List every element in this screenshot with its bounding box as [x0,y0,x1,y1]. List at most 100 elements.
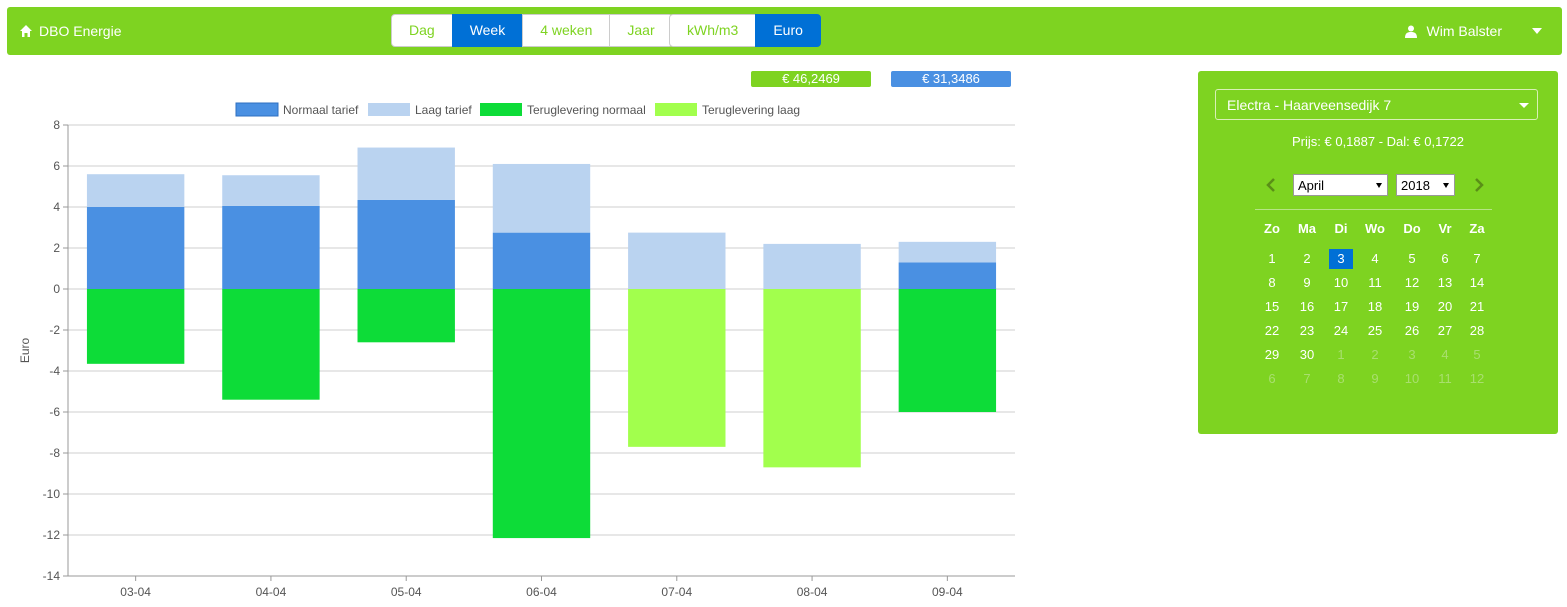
calendar-day[interactable]: 2 [1303,251,1311,266]
calendar-day[interactable]: 27 [1437,323,1453,338]
period-button-jaar[interactable]: Jaar [609,14,673,47]
brand-link[interactable]: DBO Energie [19,7,121,55]
calendar-day[interactable]: 9 [1371,371,1379,386]
bar-laag-tarief [763,243,861,289]
year-select[interactable]: 2018 [1396,174,1455,196]
calendar-day[interactable]: 7 [1473,251,1481,266]
unit-button-euro[interactable]: Euro [755,14,821,47]
calendar-day[interactable]: 23 [1299,323,1315,338]
bar-normaal-tarief [492,232,591,289]
y-tick-label: -8 [49,446,60,460]
calendar-day[interactable]: 6 [1268,371,1276,386]
calendar-day[interactable]: 28 [1469,323,1485,338]
y-tick-label: 2 [53,241,60,255]
unit-button-kwh[interactable]: kWh/m3 [669,14,757,47]
calendar-day[interactable]: 6 [1441,251,1449,266]
calendar-day[interactable]: 4 [1441,347,1449,362]
bar-teruglevering-laag [763,289,861,468]
calendar-day[interactable]: 14 [1469,275,1485,290]
bar-laag-tarief [357,147,455,200]
period-button-dag[interactable]: Dag [391,14,453,47]
calendar-day[interactable]: 9 [1303,275,1311,290]
calendar-day[interactable]: 29 [1264,347,1280,362]
calendar-day[interactable]: 20 [1437,299,1453,314]
calendar-day[interactable]: 25 [1367,323,1383,338]
bar-teruglevering-laag [628,289,726,447]
calendar-day[interactable]: 8 [1337,371,1345,386]
calendar-day[interactable]: 12 [1404,275,1420,290]
connection-select-value: Electra - Haarveensedijk 7 [1227,97,1392,113]
y-tick-label: -14 [43,569,61,583]
bar-laag-tarief [898,241,997,263]
legend-swatch [235,102,279,117]
calendar-day[interactable]: 22 [1264,323,1280,338]
chevron-left-icon[interactable] [1264,177,1278,193]
total-blue-badge: € 31,3486 [891,71,1011,87]
user-menu[interactable]: Wim Balster [1404,7,1542,55]
total-green-badge: € 46,2469 [751,71,871,87]
weekday-header: Wo [1365,221,1385,236]
bar-normaal-tarief [898,262,997,289]
calendar-divider [1255,209,1492,210]
calendar-day[interactable]: 10 [1404,371,1420,386]
y-tick-label: 4 [53,200,60,214]
calendar-day[interactable]: 8 [1268,275,1276,290]
calendar-day[interactable]: 30 [1299,347,1315,362]
calendar-day[interactable]: 16 [1299,299,1315,314]
calendar-day[interactable]: 19 [1404,299,1420,314]
period-button-4-weken[interactable]: 4 weken [522,14,611,47]
period-button-week[interactable]: Week [451,14,524,47]
caret-down-icon [1376,183,1382,188]
legend-swatch [655,103,697,116]
x-tick-label: 09-04 [932,585,963,599]
weekday-header: Zo [1264,221,1280,236]
euro-bar-chart: 8 6 4 2 0 -2 -4 -6 -8 -10 -12 -14 Euro 03-04 04-04 05-0… [18,102,1015,599]
calendar-day[interactable]: 3 [1329,249,1353,269]
chevron-down-icon [1532,28,1542,34]
month-select[interactable]: April [1293,174,1388,196]
calendar-day[interactable]: 3 [1408,347,1416,362]
calendar-day[interactable]: 5 [1408,251,1416,266]
calendar-day[interactable]: 1 [1268,251,1276,266]
x-tick-label: 04-04 [256,585,287,599]
calendar-day[interactable]: 26 [1404,323,1420,338]
calendar-day[interactable]: 12 [1469,371,1485,386]
y-tick-label: -2 [49,323,60,337]
weekday-header: Vr [1438,221,1452,236]
calendar-day[interactable]: 18 [1367,299,1383,314]
user-icon [1404,25,1417,38]
weekday-header: Di [1334,221,1348,236]
calendar-day[interactable]: 5 [1473,347,1481,362]
y-tick-label: -10 [43,487,61,501]
x-tick-label: 07-04 [661,585,692,599]
calendar-day[interactable]: 11 [1438,371,1452,386]
brand-label: DBO Energie [39,23,122,39]
year-select-value: 2018 [1401,178,1430,193]
calendar-day[interactable]: 11 [1368,275,1382,290]
calendar-day[interactable]: 7 [1303,371,1311,386]
calendar-day[interactable]: 17 [1333,299,1349,314]
calendar-day[interactable]: 4 [1371,251,1379,266]
y-tick-label: -4 [49,364,60,378]
y-tick-label: -12 [43,528,61,542]
chevron-right-icon[interactable] [1472,177,1486,193]
legend-label: Normaal tarief [283,103,359,117]
calendar-day[interactable]: 21 [1469,299,1485,314]
x-tick-label: 05-04 [391,585,422,599]
y-tick-label: 0 [53,282,60,296]
bar-teruglevering-normaal [898,289,997,412]
y-tick-label: 8 [53,118,60,132]
top-navbar: DBO Energie Dag Week 4 weken Jaar kWh/m3… [7,7,1562,55]
y-tick-label: -6 [49,405,60,419]
calendar-day[interactable]: 10 [1333,275,1349,290]
calendar-day[interactable]: 13 [1437,275,1453,290]
calendar-day[interactable]: 15 [1264,299,1280,314]
calendar-day[interactable]: 2 [1371,347,1379,362]
x-tick-label: 03-04 [120,585,151,599]
bar-normaal-tarief [86,207,185,289]
bar-teruglevering-normaal [222,289,320,400]
connection-select[interactable]: Electra - Haarveensedijk 7 [1215,89,1538,120]
calendar-day[interactable]: 1 [1337,347,1345,362]
calendar-day[interactable]: 24 [1333,323,1349,338]
legend-swatch [480,103,522,116]
